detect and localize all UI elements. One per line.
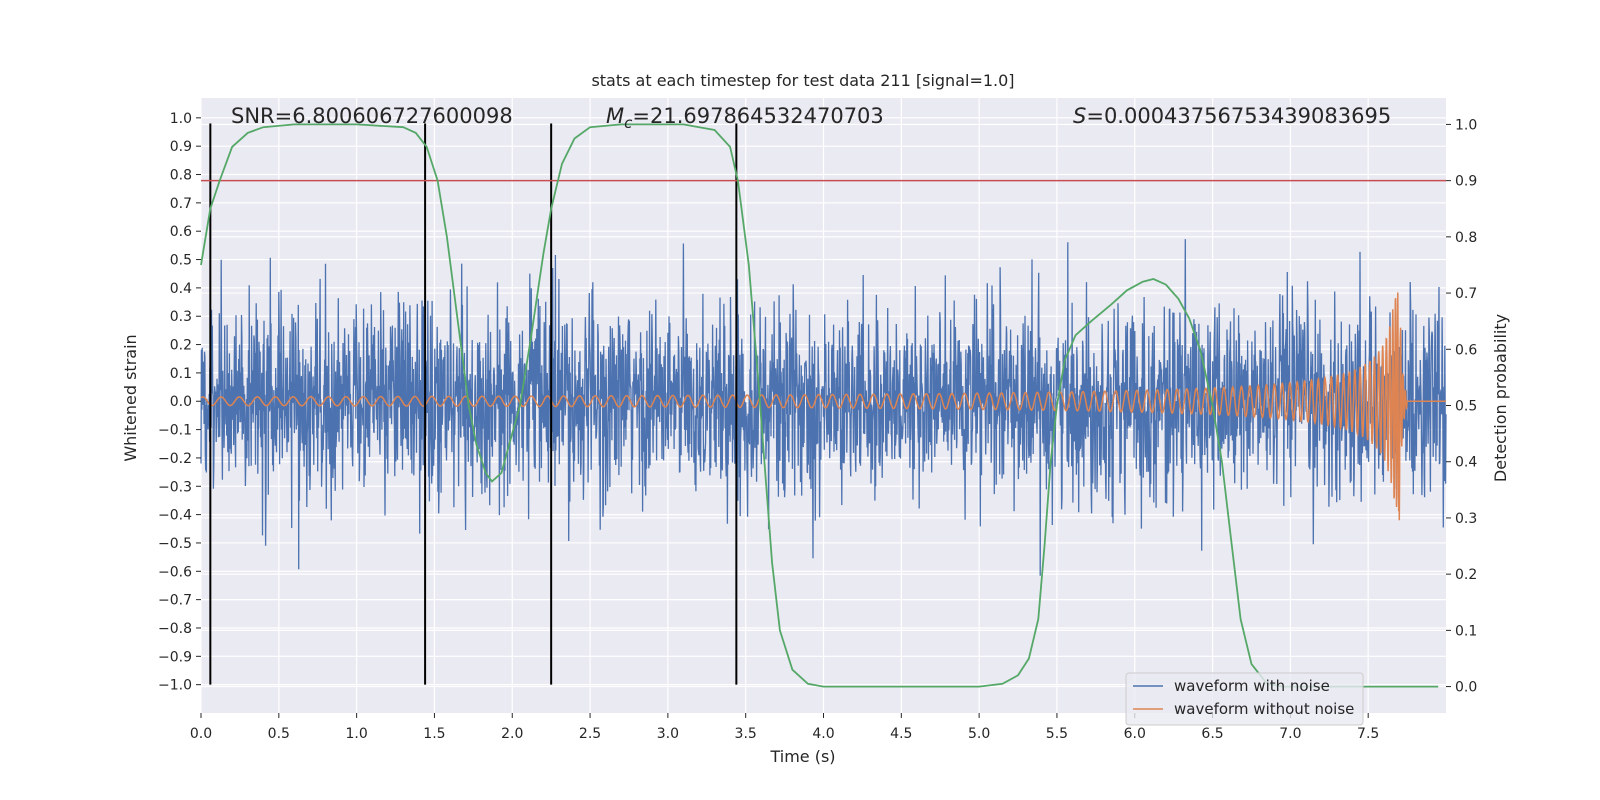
y-tick-label: 0.1 <box>170 366 192 382</box>
y2-tick-label: 0.7 <box>1455 286 1477 302</box>
y2-tick-label: 0.6 <box>1455 342 1477 358</box>
x-axis-ticks: 0.0 0.5 1.0 1.5 2.0 2.5 3.0 3.5 4.0 4.5 5.0 5.5 6.0 6… <box>190 713 1379 742</box>
y-tick-label: −0.1 <box>158 423 192 439</box>
x-tick-label: 5.0 <box>968 726 990 742</box>
s-annotation: S=0.00043756753439083695 <box>1073 104 1391 128</box>
clean-waveform-line <box>200 292 1446 521</box>
chirp-mass-value: =21.697864532470703 <box>632 104 883 128</box>
x-tick-label: 4.0 <box>812 726 834 742</box>
noisy-waveform-line <box>200 239 1447 576</box>
x-tick-label: 3.0 <box>657 726 679 742</box>
legend: waveform with noise waveform without noi… <box>1125 672 1364 726</box>
y2-tick-label: 0.1 <box>1455 623 1477 639</box>
y2-tick-label: 1.0 <box>1455 117 1477 133</box>
y-tick-label: −0.7 <box>158 593 192 609</box>
chart-title: stats at each timestep for test data 211… <box>591 71 1014 90</box>
y2-tick-label: 0.2 <box>1455 567 1477 583</box>
waveform-with-noise-series <box>200 239 1447 576</box>
y-tick-label: −1.0 <box>158 678 192 694</box>
s-symbol: S <box>1073 104 1086 128</box>
y-tick-label: −0.2 <box>158 451 192 467</box>
s-value: =0.00043756753439083695 <box>1086 104 1391 128</box>
y-tick-label: −0.6 <box>158 564 192 580</box>
y2-tick-label: 0.4 <box>1455 455 1477 471</box>
y2-tick-label: 0.5 <box>1455 399 1477 415</box>
y-tick-label: 1.0 <box>170 111 192 127</box>
y-tick-label: −0.9 <box>158 649 192 665</box>
y-axis-label: Whitened strain <box>121 334 140 461</box>
x-tick-label: 2.5 <box>579 726 601 742</box>
y2-tick-label: 0.8 <box>1455 230 1477 246</box>
y2-axis-ticks: 0.0 0.1 0.2 0.3 0.4 0.5 0.6 0.7 0.8 0.9 1.0 <box>1446 117 1477 696</box>
y-axis-ticks: −1.0 −0.9 −0.8 −0.7 −0.6 −0.5 −0.4 −0.3 −0.2 −0.1… <box>158 111 201 694</box>
y2-axis-label: Detection probability <box>1491 314 1510 482</box>
chirp-mass-annotation: Mc=21.697864532470703 <box>606 104 884 132</box>
y-tick-label: 0.7 <box>170 196 192 212</box>
x-tick-label: 1.0 <box>345 726 367 742</box>
legend-label-clean: waveform without noise <box>1174 700 1354 718</box>
legend-box <box>1125 672 1364 726</box>
x-tick-label: 3.5 <box>735 726 757 742</box>
y2-tick-label: 0.3 <box>1455 511 1477 527</box>
x-tick-label: 6.5 <box>1201 726 1223 742</box>
y-tick-label: −0.8 <box>158 621 192 637</box>
x-tick-label: 0.0 <box>190 726 212 742</box>
y-tick-label: 0.4 <box>170 281 192 297</box>
y-tick-label: 0.0 <box>170 394 192 410</box>
y-tick-label: 0.2 <box>170 338 192 354</box>
y-tick-label: 0.9 <box>170 139 192 155</box>
x-tick-label: 5.5 <box>1046 726 1068 742</box>
x-tick-label: 7.0 <box>1279 726 1301 742</box>
x-tick-label: 4.5 <box>890 726 912 742</box>
y-tick-label: −0.5 <box>158 536 192 552</box>
x-tick-label: 2.0 <box>501 726 523 742</box>
chirp-mass-symbol: M <box>606 104 624 128</box>
y-tick-label: −0.4 <box>158 508 192 524</box>
snr-annotation: SNR=6.800606727600098 <box>231 104 513 128</box>
y-tick-label: 0.8 <box>170 168 192 184</box>
y-tick-label: 0.5 <box>170 253 192 269</box>
waveform-without-noise-series <box>200 292 1446 521</box>
detection-probability-line <box>200 123 1439 688</box>
y-tick-label: 0.3 <box>170 309 192 325</box>
legend-label-noise: waveform with noise <box>1174 677 1330 695</box>
x-axis-label: Time (s) <box>769 747 835 766</box>
x-tick-label: 0.5 <box>268 726 290 742</box>
vertical-markers <box>209 123 738 685</box>
chirp-mass-subscript: c <box>624 114 633 132</box>
y-tick-label: 0.6 <box>170 224 192 240</box>
x-tick-label: 7.5 <box>1357 726 1379 742</box>
x-tick-label: 1.5 <box>423 726 445 742</box>
detection-probability-series <box>200 123 1446 688</box>
y2-tick-label: 0.9 <box>1455 174 1477 190</box>
x-tick-label: 6.0 <box>1124 726 1146 742</box>
y2-tick-label: 0.0 <box>1455 680 1477 696</box>
y-tick-label: −0.3 <box>158 479 192 495</box>
